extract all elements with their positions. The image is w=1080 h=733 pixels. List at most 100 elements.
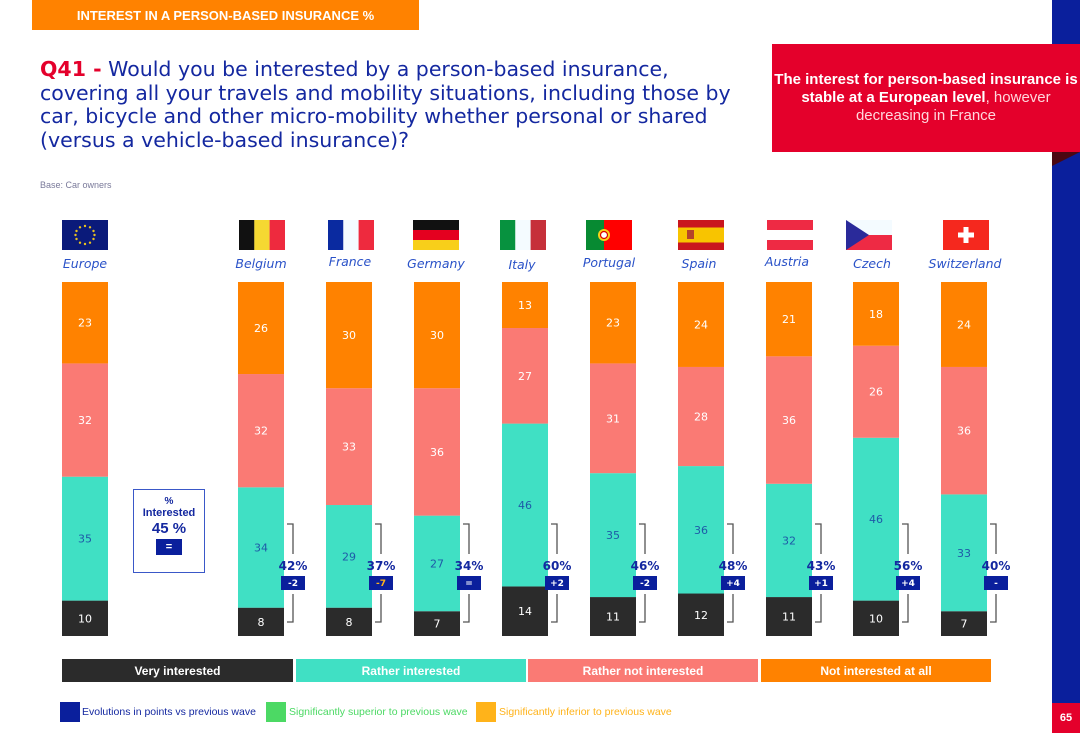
evolution-box-spain bbox=[721, 576, 745, 590]
total-interested-germany: 34% bbox=[455, 559, 484, 573]
country-label-portugal: Portugal bbox=[582, 255, 636, 270]
evolution-box-switzerland bbox=[984, 576, 1008, 590]
bar-segment-belgium-rather-not-interested bbox=[238, 374, 284, 488]
data-label-austria-rather-not-interested: 36 bbox=[782, 414, 796, 427]
data-label-belgium-not-interested-at-all: 26 bbox=[254, 322, 268, 335]
data-label-portugal-very-interested: 11 bbox=[606, 611, 620, 624]
bar-segment-portugal-very-interested bbox=[590, 597, 636, 636]
total-interested-belgium: 42% bbox=[279, 559, 308, 573]
question-text: Q41 - Would you be interested by a perso… bbox=[40, 57, 760, 152]
evolution-value-belgium: -2 bbox=[288, 579, 298, 589]
bracket-germany bbox=[463, 523, 470, 623]
bar-segment-germany-rather-interested bbox=[414, 515, 460, 612]
total-interested-spain: 48% bbox=[719, 559, 748, 573]
country-label-italy: Italy bbox=[508, 257, 536, 272]
data-label-portugal-rather-interested: 35 bbox=[606, 529, 620, 542]
bar-segment-france-rather-interested bbox=[326, 505, 372, 608]
data-label-austria-not-interested-at-all: 21 bbox=[782, 313, 796, 326]
data-label-spain-very-interested: 12 bbox=[694, 609, 708, 622]
data-label-france-rather-not-interested: 33 bbox=[342, 441, 356, 454]
callout-fold bbox=[1052, 152, 1080, 166]
data-label-france-rather-interested: 29 bbox=[342, 550, 356, 563]
legend-rather-not-interested: Rather not interested bbox=[528, 659, 758, 682]
evolution-box-italy bbox=[545, 576, 569, 590]
total-interested-czech: 56% bbox=[894, 559, 923, 573]
austria-flag-icon bbox=[767, 220, 813, 250]
bar-segment-czech-rather-not-interested bbox=[853, 345, 899, 438]
bar-segment-spain-not-interested-at-all bbox=[678, 282, 724, 367]
europe-box-label: Interested bbox=[142, 507, 196, 519]
legend-very-interested-label: Very interested bbox=[134, 663, 221, 678]
evolution-box-austria bbox=[809, 576, 833, 590]
bar-segment-portugal-not-interested-at-all bbox=[590, 282, 636, 364]
data-label-czech-rather-interested: 46 bbox=[869, 513, 883, 526]
data-label-germany-rather-not-interested: 36 bbox=[430, 446, 444, 459]
data-label-austria-rather-interested: 32 bbox=[782, 534, 796, 547]
country-label-belgium: Belgium bbox=[235, 256, 287, 271]
evolution-value-czech: +4 bbox=[901, 579, 915, 589]
data-label-italy-not-interested-at-all: 13 bbox=[518, 299, 532, 312]
section-header-title: INTEREST IN A PERSON-BASED INSURANCE % bbox=[76, 7, 375, 23]
data-label-europe-not-interested-at-all: 23 bbox=[78, 317, 92, 330]
bar-segment-austria-very-interested bbox=[766, 597, 812, 636]
bar-segment-portugal-rather-not-interested bbox=[590, 363, 636, 474]
question-body: Would you be interested by a person-base… bbox=[40, 57, 731, 152]
evolution-value-france: -7 bbox=[376, 579, 386, 589]
data-label-europe-very-interested: 10 bbox=[78, 612, 92, 625]
switzerland-flag-icon bbox=[943, 220, 989, 250]
data-label-spain-rather-not-interested: 28 bbox=[694, 411, 708, 424]
legend-rather-interested: Rather interested bbox=[296, 659, 526, 682]
czech-flag-icon bbox=[846, 220, 892, 250]
evolution-value-italy: +2 bbox=[550, 579, 564, 589]
total-interested-portugal: 46% bbox=[631, 559, 660, 573]
data-label-czech-very-interested: 10 bbox=[869, 612, 883, 625]
data-label-germany-very-interested: 7 bbox=[434, 618, 441, 631]
bracket-belgium bbox=[287, 523, 294, 623]
bar-segment-france-very-interested bbox=[326, 607, 372, 636]
evolution-box-portugal bbox=[633, 576, 657, 590]
data-label-czech-not-interested-at-all: 18 bbox=[869, 308, 883, 321]
data-label-europe-rather-interested: 35 bbox=[78, 533, 92, 546]
data-label-switzerland-very-interested: 7 bbox=[961, 618, 968, 631]
data-label-italy-rather-not-interested: 27 bbox=[518, 370, 532, 383]
bar-segment-portugal-rather-interested bbox=[590, 473, 636, 598]
country-label-france: France bbox=[328, 254, 372, 269]
bracket-austria bbox=[815, 523, 822, 623]
country-label-austria: Austria bbox=[764, 254, 810, 269]
bracket-france bbox=[375, 523, 382, 623]
bar-segment-italy-rather-interested bbox=[502, 423, 548, 587]
italy-flag-icon bbox=[500, 220, 546, 250]
country-label-switzerland: Switzerland bbox=[928, 256, 1002, 271]
europe-box-evolution: = bbox=[156, 539, 182, 555]
bar-segment-austria-rather-interested bbox=[766, 483, 812, 598]
evolution-box-germany bbox=[457, 576, 481, 590]
data-label-france-not-interested-at-all: 30 bbox=[342, 329, 356, 342]
bar-segment-spain-rather-not-interested bbox=[678, 366, 724, 467]
data-label-italy-rather-interested: 46 bbox=[518, 499, 532, 512]
legend-not-interested-at-all-label: Not interested at all bbox=[820, 663, 932, 678]
bar-segment-germany-not-interested-at-all bbox=[414, 282, 460, 389]
bar-segment-france-rather-not-interested bbox=[326, 388, 372, 506]
bar-segment-europe-very-interested bbox=[62, 600, 108, 636]
bar-segment-italy-not-interested-at-all bbox=[502, 282, 548, 329]
bracket-portugal bbox=[639, 523, 646, 623]
data-label-switzerland-not-interested-at-all: 24 bbox=[957, 318, 971, 331]
evolution-box-belgium bbox=[281, 576, 305, 590]
evolution-key-label: Evolutions in points vs previous wave bbox=[82, 706, 256, 718]
eu-flag-icon bbox=[62, 220, 108, 250]
insight-callout: The interest for person-based insurance … bbox=[772, 44, 1080, 152]
bar-segment-europe-rather-interested bbox=[62, 476, 108, 601]
country-label-germany: Germany bbox=[407, 256, 465, 271]
total-interested-austria: 43% bbox=[807, 559, 836, 573]
legend-very-interested: Very interested bbox=[62, 659, 293, 682]
bar-segment-germany-rather-not-interested bbox=[414, 388, 460, 516]
data-label-france-very-interested: 8 bbox=[346, 616, 353, 629]
inferior-key-icon bbox=[476, 702, 496, 722]
country-label-czech: Czech bbox=[853, 256, 891, 271]
bar-segment-switzerland-very-interested bbox=[941, 611, 987, 636]
portugal-flag-icon bbox=[586, 220, 632, 250]
legend-rather-interested-label: Rather interested bbox=[361, 663, 461, 678]
bar-segment-germany-very-interested bbox=[414, 611, 460, 636]
evolution-key-icon bbox=[60, 702, 80, 722]
